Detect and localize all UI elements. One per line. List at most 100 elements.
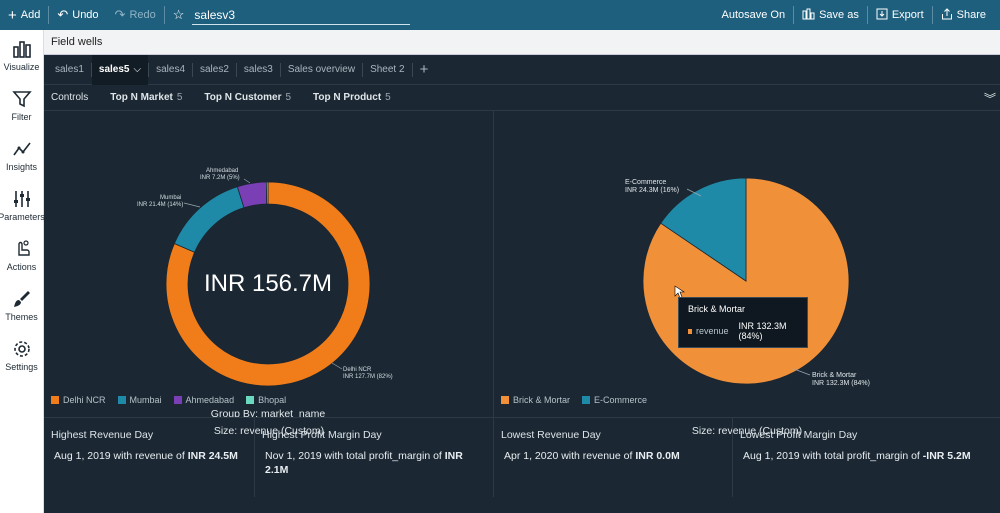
undo-button[interactable]: ↶ Undo [57, 7, 99, 22]
legend-item-ecommerce[interactable]: E-Commerce [582, 395, 647, 405]
divider [90, 62, 92, 77]
slice-e-commerce[interactable] [660, 177, 747, 282]
donut-chart-visual[interactable]: Ahmedabad INR 7.2M (5%) Mumbai INR 21.4M… [44, 111, 494, 437]
donut-label-ahmedabad-name: Ahmedabad [206, 168, 238, 174]
donut-label-delhi-value: INR 127.7M (82%) [343, 374, 393, 380]
save-as-icon [802, 8, 815, 23]
tab-sales5[interactable]: sales5 ⌵ [91, 54, 149, 85]
donut-group-by: Group By: market_name [211, 408, 326, 417]
star-icon: ☆ [172, 7, 185, 22]
legend-item-ahmedabad[interactable]: Ahmedabad [173, 395, 234, 405]
autosave-toggle[interactable]: Autosave On [721, 9, 786, 21]
filter-icon [11, 90, 32, 107]
donut-label-ahmedabad-value: INR 7.2M (5%) [200, 175, 240, 181]
leader-line-ecommerce [686, 188, 702, 197]
controls-bar: Controls Top N Market 5 Top N Customer 5 T… [44, 85, 1000, 111]
field-wells-bar[interactable]: Field wells [44, 30, 1000, 55]
export-button[interactable]: Export [868, 0, 932, 30]
kpi-highest-profit-margin-day[interactable]: Highest Profit Margin Day Nov 1, 2019 wi… [255, 417, 494, 497]
share-icon [941, 7, 953, 23]
legend-item-mumbai[interactable]: Mumbai [117, 395, 162, 405]
legend-item-delhi[interactable]: Delhi NCR [51, 395, 106, 405]
slice-bhopal[interactable] [265, 181, 269, 205]
add-sheet-button[interactable]: + [419, 61, 429, 78]
add-button[interactable]: + Add [8, 6, 41, 24]
sidebar-item-filter[interactable]: Filter [0, 80, 43, 130]
divider [793, 6, 795, 24]
donut-chart[interactable]: Ahmedabad INR 7.2M (5%) Mumbai INR 21.4M… [44, 111, 494, 420]
legend-item-bhopal[interactable]: Bhopal [246, 395, 286, 405]
favorite-star-button[interactable]: ☆ [165, 0, 193, 30]
divider [931, 6, 933, 24]
control-top-n-customer[interactable]: Top N Customer 5 [204, 92, 292, 103]
pie-label-ecommerce-name: E-Commerce [625, 179, 666, 186]
tab-sales2[interactable]: sales2 [200, 64, 229, 75]
share-button[interactable]: Share [933, 0, 1000, 30]
pie-label-ecommerce-value: INR 24.3M (16%) [625, 187, 679, 194]
pie-label-brick-value: INR 132.3M (84%) [812, 380, 870, 387]
divider [192, 62, 193, 77]
divider [411, 62, 413, 77]
divider [279, 62, 281, 77]
donut-size-label: Size: revenue (Custom) [213, 425, 325, 437]
sidebar-item-themes[interactable]: Themes [0, 280, 43, 330]
slice-mumbai[interactable] [173, 186, 245, 253]
pie-chart[interactable]: E-Commerce INR 24.3M (16%) Brick & Morta… [494, 111, 1000, 417]
save-as-button[interactable]: Save as [794, 0, 867, 30]
analysis-canvas: sales1 sales5 ⌵ sales4 sales2 sales3 Sal… [44, 54, 1000, 513]
export-icon [876, 8, 888, 23]
tab-sales1[interactable]: sales1 [55, 64, 84, 75]
slice-delhi-ncr[interactable] [165, 181, 371, 387]
actions-icon [17, 239, 30, 256]
tab-sales4[interactable]: sales4 [156, 64, 185, 75]
pie-tooltip: Brick & Mortar revenue INR 132.3M (84%) [678, 297, 808, 348]
sheet-tabs: sales1 sales5 ⌵ sales4 sales2 sales3 Sal… [44, 54, 1000, 85]
pie-label-brick-name: Brick & Mortar [812, 372, 857, 379]
sidebar-item-parameters[interactable]: Parameters [0, 180, 45, 230]
donut-labels: Ahmedabad INR 7.2M (5%) Mumbai INR 21.4M… [137, 168, 393, 380]
chevron-down-icon[interactable]: ⌵ [133, 64, 142, 75]
kpi-lowest-revenue-day[interactable]: Lowest Revenue Day Apr 1, 2020 with reve… [494, 417, 733, 497]
leader-line-brick [793, 368, 811, 376]
donut-label-delhi-name: Delhi NCR [343, 367, 372, 373]
pie-labels: E-Commerce INR 24.3M (16%) Brick & Morta… [625, 179, 870, 387]
divider [235, 62, 237, 77]
donut-legend: Delhi NCR Mumbai Ahmedabad Bhopal [51, 395, 286, 405]
tab-sales3[interactable]: sales3 [243, 64, 273, 75]
pie-size-label: Size: revenue (Custom) [691, 425, 803, 437]
leader-line-delhi [331, 362, 343, 370]
donut-center-label: INR 156.7M [204, 270, 332, 297]
pie-legend: Brick & Mortar E-Commerce [501, 395, 647, 405]
sidebar-item-actions[interactable]: Actions [0, 230, 43, 280]
parameters-icon [13, 190, 30, 207]
analysis-title-input[interactable]: salesv3 [192, 5, 411, 25]
legend-item-brick-mortar[interactable]: Brick & Mortar [501, 395, 570, 405]
divider [163, 6, 165, 24]
insights-icon [12, 142, 31, 155]
divider [48, 6, 50, 24]
gear-icon [13, 340, 30, 357]
pie-chart-visual[interactable]: E-Commerce INR 24.3M (16%) Brick & Morta… [494, 111, 1000, 437]
sidebar-item-settings[interactable]: Settings [0, 330, 43, 380]
collapse-controls-icon[interactable]: ︾ [983, 92, 996, 106]
control-top-n-market[interactable]: Top N Market 5 [110, 92, 183, 103]
leader-line-mumbai [183, 202, 201, 208]
divider [866, 6, 868, 24]
controls-label: Controls [51, 92, 89, 103]
control-top-n-product[interactable]: Top N Product 5 [313, 92, 391, 103]
sidebar-item-insights[interactable]: Insights [0, 130, 43, 180]
plus-icon: + [8, 6, 17, 24]
top-toolbar: + Add ↶ Undo ↷ Redo ☆ salesv3 Autosave O… [0, 0, 1000, 30]
redo-icon: ↷ [114, 7, 126, 22]
tab-sales-overview[interactable]: Sales overview [287, 64, 356, 75]
sidebar-item-visualize[interactable]: Visualize [0, 30, 43, 80]
brush-icon [13, 290, 30, 307]
divider [148, 62, 150, 77]
bar-chart-icon [12, 40, 31, 58]
donut-label-mumbai-name: Mumbai [160, 195, 181, 201]
redo-button[interactable]: ↷ Redo [114, 7, 156, 22]
kpi-lowest-profit-margin-day[interactable]: Lowest Profit Margin Day Aug 1, 2019 wit… [733, 417, 1000, 497]
donut-label-mumbai-value: INR 21.4M (14%) [137, 202, 183, 208]
tab-sheet-2[interactable]: Sheet 2 [370, 64, 405, 75]
kpi-highest-revenue-day[interactable]: Highest Revenue Day Aug 1, 2019 with rev… [44, 417, 255, 497]
